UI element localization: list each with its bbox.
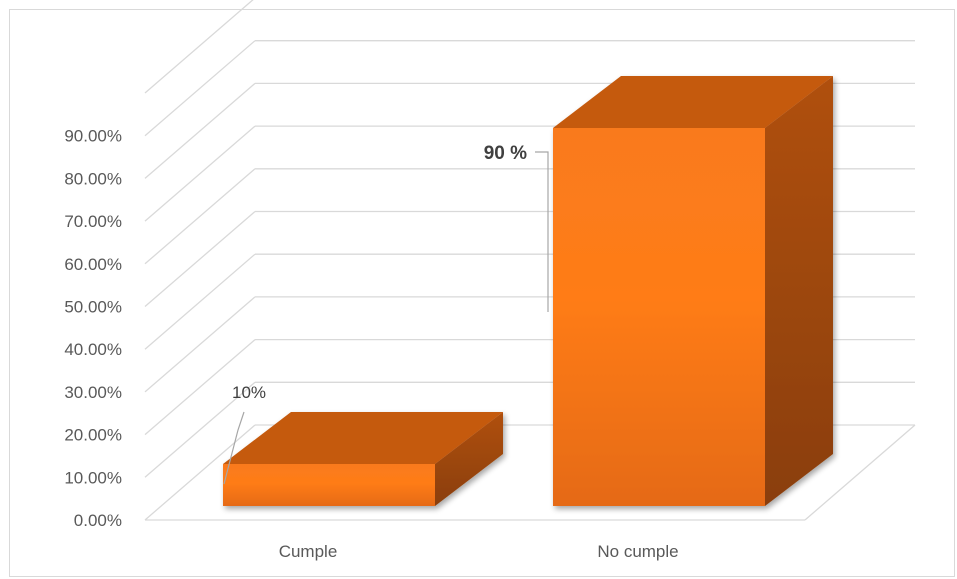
data-label: 10% (232, 383, 266, 402)
y-tick-label: 60.00% (64, 255, 122, 274)
y-tick-label: 90.00% (64, 127, 122, 146)
bar-side-face (765, 76, 833, 506)
bar-top-face (553, 76, 833, 128)
data-labels: 10% 90 % (223, 143, 549, 485)
gridline-diagonal (144, 253, 256, 350)
bar-side-face (435, 412, 503, 506)
y-tick-label: 20.00% (64, 426, 122, 445)
y-tick-label: 40.00% (64, 340, 122, 359)
gridline-diagonal (144, 381, 256, 478)
gridline-diagonal (144, 211, 256, 307)
x-category-label: Cumple (279, 542, 338, 561)
y-axis-ticks: 0.00% 10.00% 20.00% 30.00% 40.00% 50.00% 60.00… (64, 127, 122, 530)
y-tick-label: 10.00% (64, 468, 122, 487)
y-tick-label: 50.00% (64, 298, 122, 317)
y-tick-label: 30.00% (64, 383, 122, 402)
bar-top-face (223, 412, 503, 464)
y-tick-label: 80.00% (64, 169, 122, 188)
gridline-diagonal (144, 339, 256, 436)
gridline-diagonal (144, 40, 256, 137)
leader-line (535, 151, 549, 312)
gridline-diagonal (144, 168, 256, 265)
gridline-diagonal (144, 296, 256, 393)
gridline-diagonal (144, 82, 256, 179)
data-label: 90 % (484, 143, 527, 164)
bar (223, 412, 503, 506)
y-tick-label: 0.00% (74, 511, 122, 530)
x-category-label: No cumple (597, 542, 678, 561)
bar (553, 76, 833, 506)
gridline-diagonal (144, 424, 256, 521)
bar-front-face (223, 464, 435, 506)
bars (223, 76, 833, 506)
gridline-diagonal (144, 0, 254, 94)
x-axis-categories: Cumple No cumple (279, 542, 679, 561)
leader-line (223, 411, 245, 485)
y-tick-label: 70.00% (64, 212, 122, 231)
floor-right-edge (804, 424, 916, 521)
bar-front-face (553, 128, 765, 506)
gridline-diagonal (144, 125, 256, 222)
